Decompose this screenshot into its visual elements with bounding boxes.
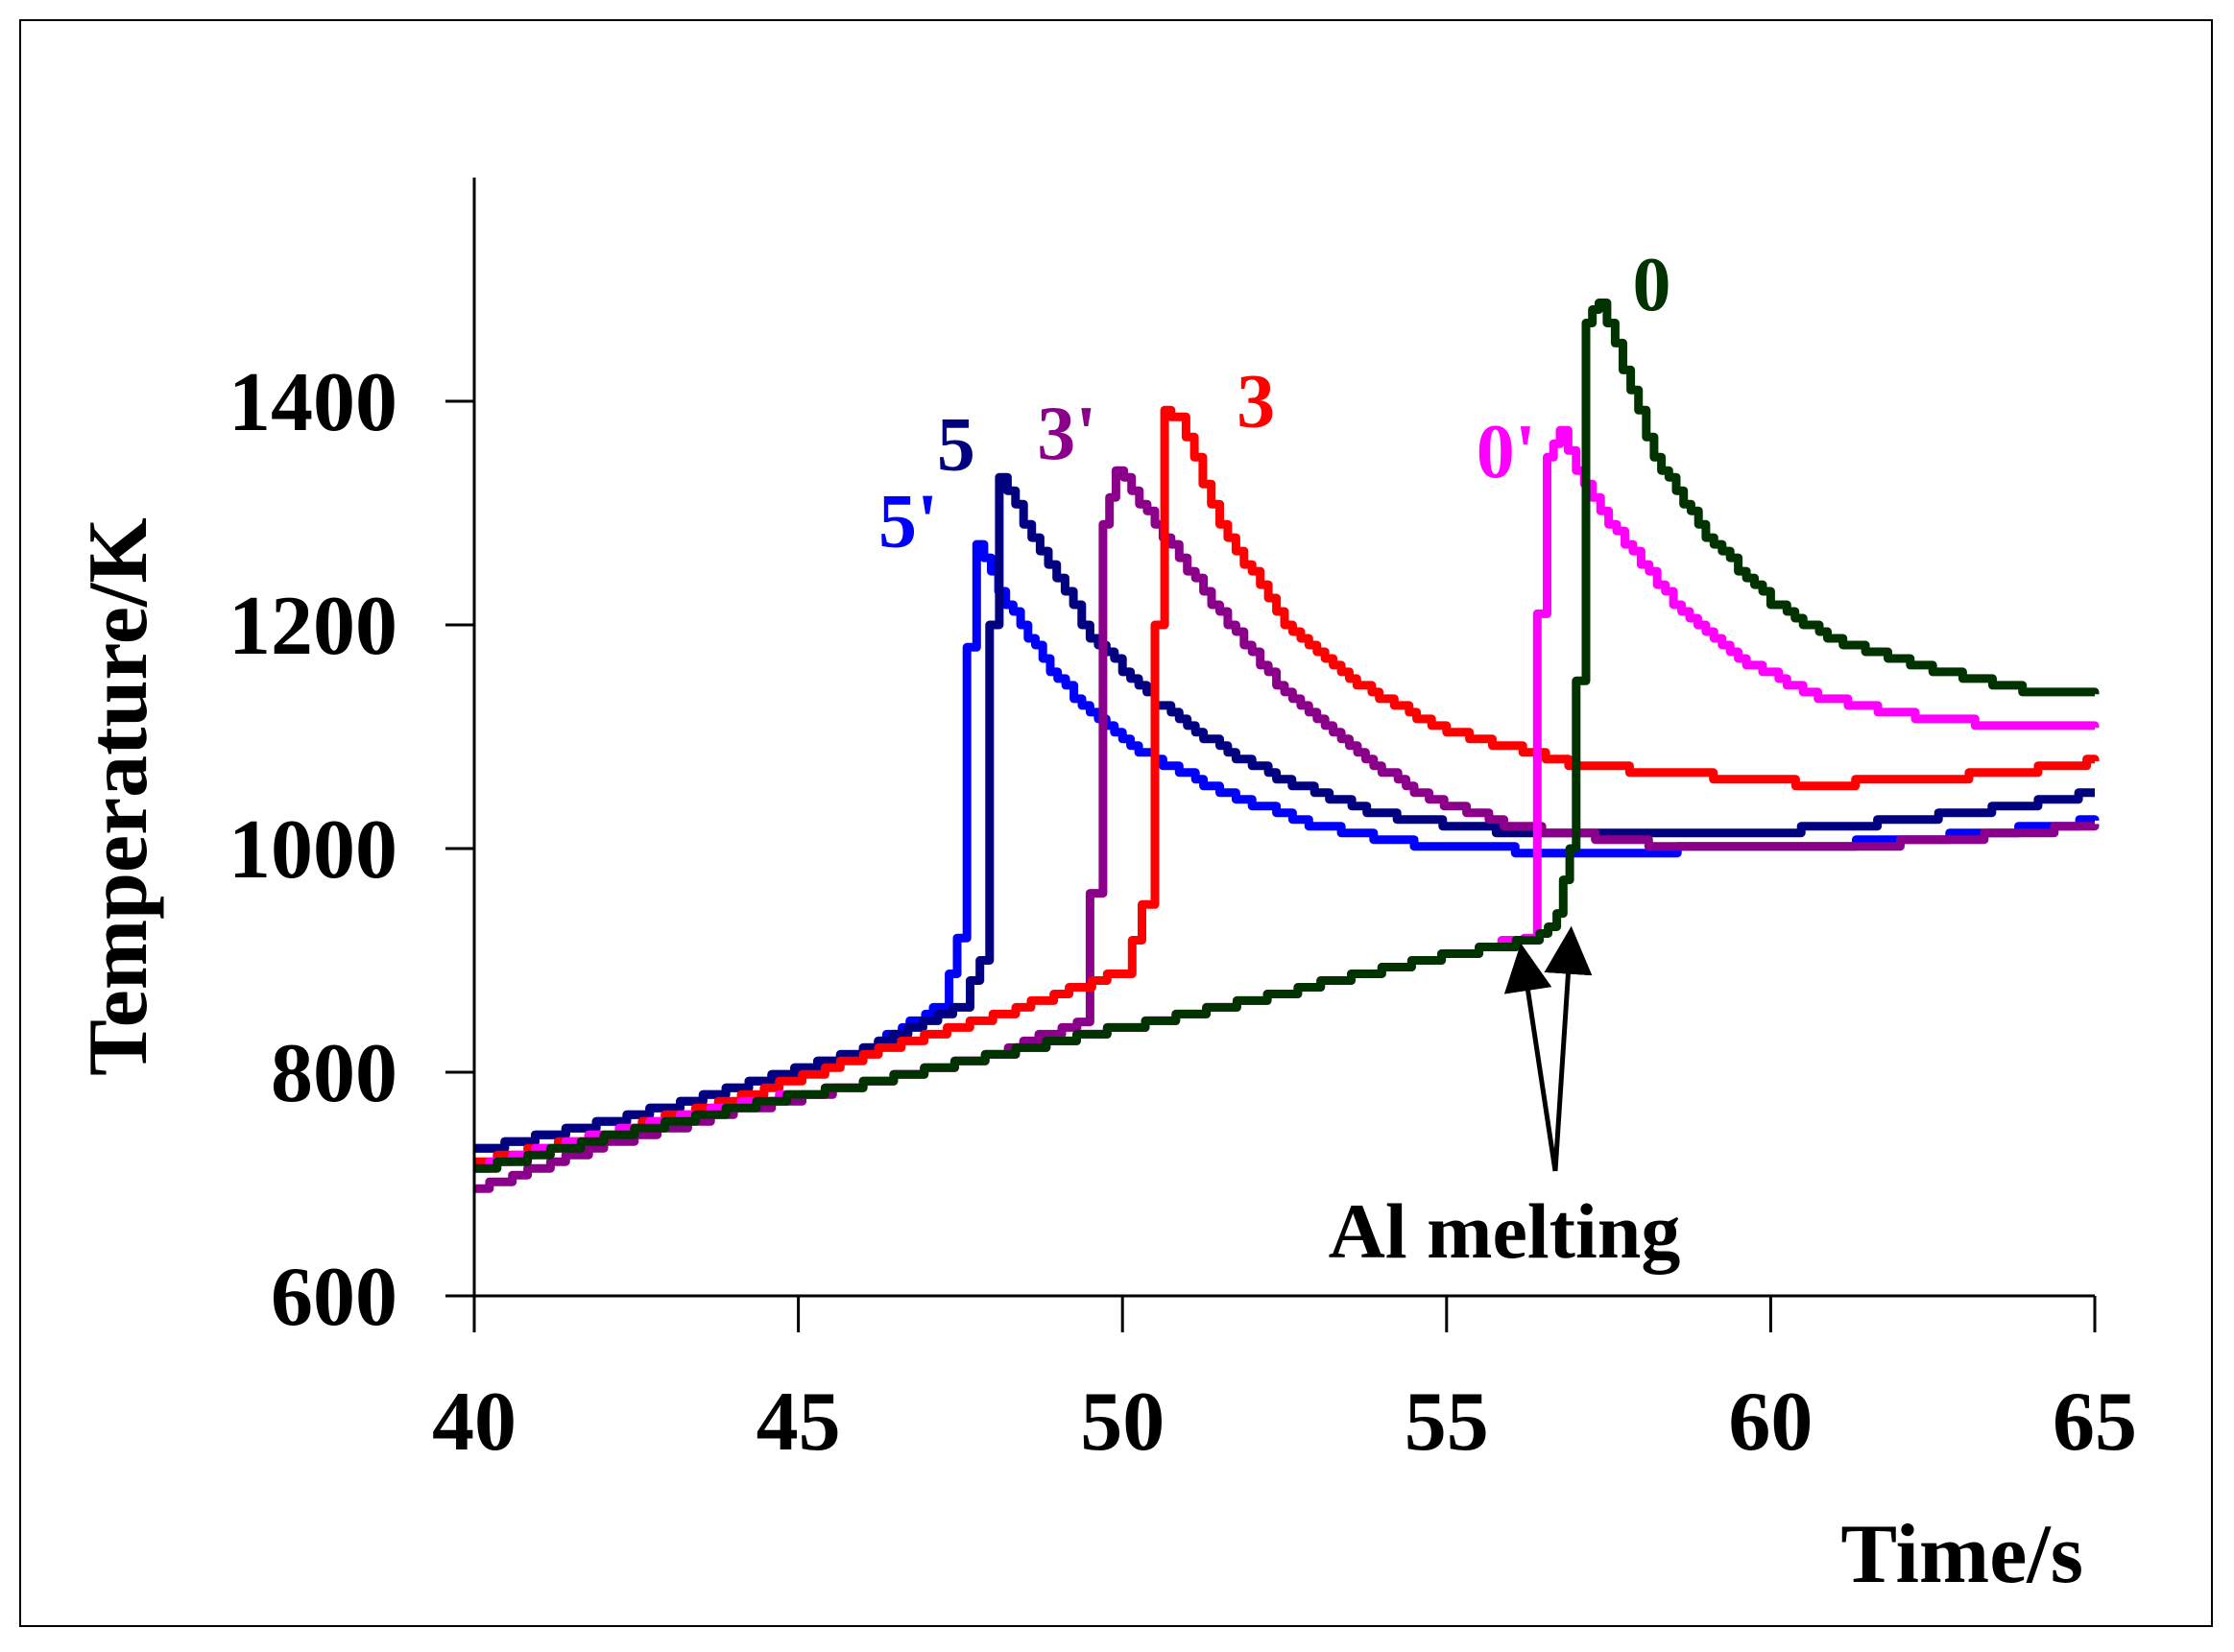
y-tick-label: 600 <box>271 1251 397 1344</box>
x-tick-label: 60 <box>1728 1376 1813 1469</box>
x-tick-label: 55 <box>1405 1376 1489 1469</box>
y-axis-title: Temperature/K <box>72 517 165 1076</box>
x-axis-title: Time/s <box>1840 1508 2083 1601</box>
axes-layer <box>472 178 2095 1298</box>
annotation-arrow-right <box>1544 925 1593 1172</box>
series-label: 5 <box>937 403 975 488</box>
annotation-arrow-left <box>1503 943 1558 1172</box>
series-label: 3' <box>1037 392 1096 476</box>
x-tick-label: 40 <box>432 1376 516 1469</box>
y-tick-label: 800 <box>271 1027 397 1120</box>
series-label: 5' <box>878 479 938 563</box>
series-line <box>474 299 2100 1173</box>
x-tick-label: 50 <box>1080 1376 1165 1469</box>
x-tick-label: 65 <box>2053 1376 2137 1469</box>
y-tick-label: 1400 <box>228 356 397 449</box>
series-label: 3 <box>1237 360 1275 444</box>
al-melting-annotation: Al melting <box>1329 925 1681 1275</box>
series-label: 0' <box>1477 410 1536 494</box>
series-line <box>474 425 2100 1173</box>
series-label: 0 <box>1632 243 1670 327</box>
y-tick-label: 1000 <box>228 803 397 897</box>
annotation-text: Al melting <box>1329 1187 1681 1275</box>
series-line <box>474 405 2100 1166</box>
series-labels: 5'5 3' 3 0' 0 <box>878 243 1670 563</box>
ticks-layer: 40 45 50 55 60 65 600 800 1000 1200 1400 <box>228 356 2137 1469</box>
series-line <box>474 472 2095 1153</box>
y-tick-label: 1200 <box>228 580 397 673</box>
series-layer <box>474 299 2100 1193</box>
chart-frame <box>19 19 2213 1627</box>
x-tick-label: 45 <box>757 1376 841 1469</box>
